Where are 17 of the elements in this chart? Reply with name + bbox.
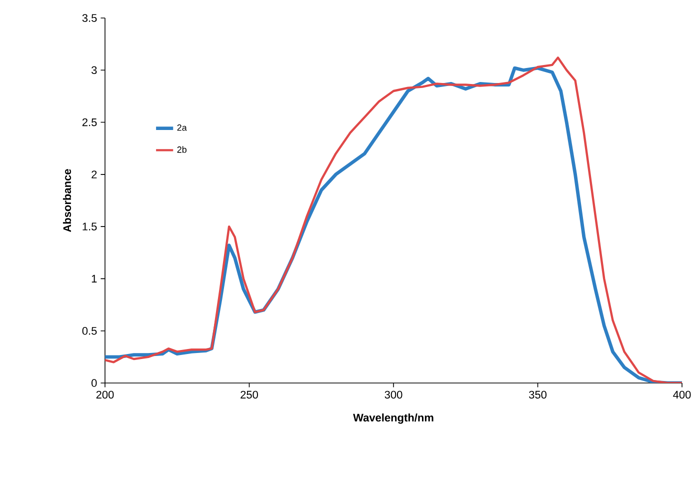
y-tick-label: 3 <box>92 66 97 74</box>
x-tick-label: 400 <box>673 390 691 399</box>
y-tick-label: 1.5 <box>82 222 97 230</box>
x-tick-label: 300 <box>384 390 402 399</box>
x-axis-title: Wavelength/nm <box>353 413 434 424</box>
y-tick-label: 2.5 <box>82 118 97 126</box>
x-tick-label: 250 <box>240 390 258 399</box>
y-tick-label: 0.5 <box>82 326 97 335</box>
legend-label: 2a <box>177 124 187 131</box>
y-tick-label: 2 <box>92 170 97 178</box>
y-tick-label: 0 <box>92 379 97 387</box>
y-tick-label: 1 <box>92 274 97 282</box>
x-tick-label: 200 <box>96 390 114 399</box>
legend-label: 2b <box>177 146 186 153</box>
y-tick-label: 3.5 <box>82 14 97 22</box>
x-tick-label: 350 <box>529 390 546 399</box>
y-axis-title: Absorbance <box>62 169 72 232</box>
